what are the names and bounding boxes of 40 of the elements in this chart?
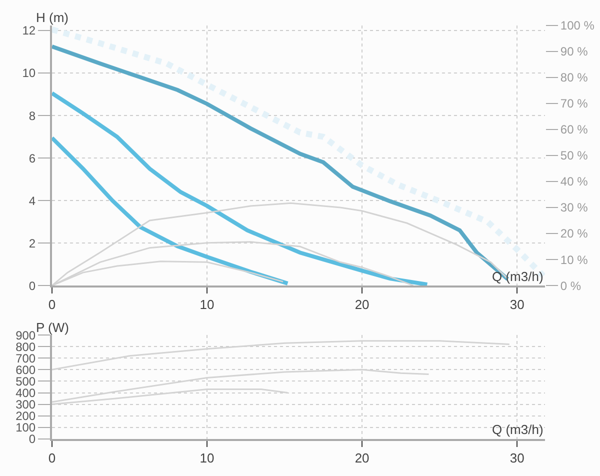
y-tick-label: 600 xyxy=(16,362,36,377)
y2-tick-label: 90 % xyxy=(560,44,588,59)
y2-tick-label: 80 % xyxy=(560,70,588,85)
y-tick-label: 800 xyxy=(16,340,36,354)
y-tick-label: 300 xyxy=(16,398,36,412)
x-tick-label: 10 xyxy=(200,297,214,312)
y2-tick-label: 40 % xyxy=(560,174,588,189)
x-tick-label: 20 xyxy=(354,450,370,466)
x-axis-title: Q (m3/h) xyxy=(492,269,544,284)
y-tick-label: 12 xyxy=(22,24,36,38)
y-tick-label: 2 xyxy=(28,236,36,250)
x-tick-label: 30 xyxy=(510,297,524,312)
y-tick-label: 400 xyxy=(16,386,36,400)
x-axis-title: Q (m3/h) xyxy=(492,422,544,437)
y-tick-label: 200 xyxy=(16,409,36,424)
y2-tick-label: 30 % xyxy=(560,200,588,215)
y-tick-label: 6 xyxy=(28,151,36,166)
y-tick-label: 700 xyxy=(16,351,36,366)
x-tick-label: 0 xyxy=(48,297,56,312)
y-axis-title: H (m) xyxy=(36,10,68,25)
x-tick-label: 0 xyxy=(48,450,56,466)
y2-tick-label: 20 % xyxy=(560,226,588,241)
y2-tick-label: 60 % xyxy=(560,122,588,137)
x-tick-label: 10 xyxy=(200,450,214,466)
y-tick-label: 0 xyxy=(28,432,36,446)
y2-tick-label: 0 % xyxy=(560,278,582,293)
y-tick-label: 8 xyxy=(28,108,36,123)
y-tick-label: 100 xyxy=(16,420,36,435)
y2-tick-label: 70 % xyxy=(560,96,588,111)
x-tick-label: 20 xyxy=(354,297,370,312)
y-tick-label: 500 xyxy=(16,374,36,388)
y-tick-label: 900 xyxy=(16,328,36,342)
y2-tick-label: 100 % xyxy=(560,18,595,33)
y-axis-title: P (W) xyxy=(36,320,69,335)
y2-tick-label: 10 % xyxy=(560,252,588,267)
y-tick-label: 10 xyxy=(22,66,36,80)
x-tick-label: 30 xyxy=(510,450,524,466)
y-tick-label: 0 xyxy=(28,278,36,293)
y-tick-label: 4 xyxy=(28,194,36,208)
y2-tick-label: 50 % xyxy=(560,148,588,163)
